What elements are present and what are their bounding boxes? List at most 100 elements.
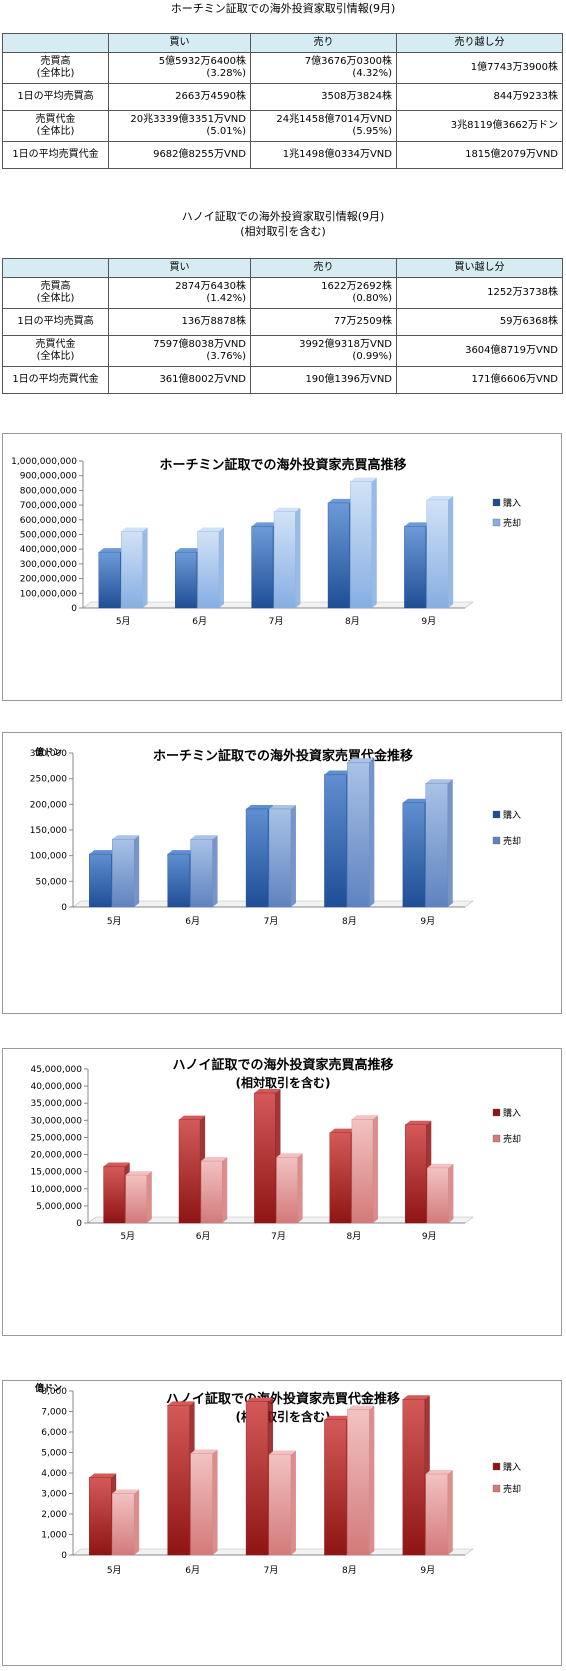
table-cell-buy: 7597億8038万VND (3.76%)	[108, 335, 251, 367]
y-tick-label: 400,000,000	[20, 545, 78, 555]
bar-購入-5月	[103, 1166, 125, 1224]
bar-top	[98, 548, 126, 553]
bar-top	[324, 770, 352, 775]
cell-line: (0.99%)	[352, 351, 392, 362]
chart-subtitle: (相対取引を含む)	[236, 1075, 331, 1090]
bar-購入-7月	[254, 1092, 276, 1224]
bar-購入-8月	[327, 502, 350, 609]
y-tick-label: 0	[76, 1219, 82, 1229]
y-tick-label: 0	[61, 903, 67, 913]
table-row: 1日の平均売買代金 361億8002万VND 190億1396万VND 171億660…	[2, 366, 563, 394]
cell-line: 1億7743万3900株	[470, 62, 558, 73]
y-tick-label: 700,000,000	[20, 501, 78, 511]
cell-line: 1日の平均売買高	[17, 316, 94, 327]
cell-line: 7597億8038万VND	[153, 339, 246, 350]
bar-side	[371, 477, 377, 608]
bar-売却-5月	[111, 839, 135, 908]
table-header-cell	[2, 258, 109, 278]
x-tick-label: 9月	[420, 916, 435, 927]
table-cell-label: 1日の平均売買代金	[2, 141, 109, 169]
bar-top	[246, 804, 273, 809]
table-cell-sell: 3992億9318万VND (0.99%)	[250, 335, 397, 367]
y-tick-label: 1,000	[41, 1531, 67, 1541]
cell-line: 190億1396万VND	[305, 374, 392, 385]
bar-top	[89, 1473, 117, 1478]
x-tick-label: 9月	[420, 1565, 435, 1576]
legend-swatch	[492, 1462, 501, 1471]
bar-side	[369, 758, 375, 907]
table-cell-sell: 190億1396万VND	[250, 366, 397, 394]
cell-line: 3508万3824株	[321, 91, 392, 102]
legend-label: 売却	[503, 835, 521, 847]
cell-line: (3.76%)	[206, 351, 246, 362]
y-tick-label: 30,000,000	[30, 1116, 82, 1126]
bar-top	[404, 522, 431, 527]
chart-svg: ハノイ証取での海外投資家売買高推移 (相対取引を含む) 0 5,000,000 10,0…	[30, 1057, 521, 1242]
bar-side	[447, 1470, 453, 1555]
table-cell-label: 1日の平均売買高	[2, 83, 109, 111]
cell-line: (全体比)	[36, 68, 75, 79]
cell-line: 3604億8719万VND	[465, 345, 558, 356]
y-tick-label: 4,000	[41, 1469, 67, 1479]
table-header-cell: 売り越し分	[396, 33, 563, 53]
cell-line: 1日の平均売買代金	[12, 374, 99, 385]
table-cell-sell: 7億3676万0300株 (4.32%)	[250, 52, 397, 84]
y-unit-label: 億ドン	[35, 746, 62, 758]
y-tick-label: 7,000	[41, 1408, 67, 1418]
y-tick-label: 15,000,000	[30, 1168, 82, 1178]
legend-label: 売却	[503, 1483, 521, 1495]
cell-line: (0.80%)	[352, 293, 392, 304]
bar-購入-5月	[89, 1477, 112, 1556]
bar-top	[167, 1401, 195, 1406]
x-tick-label: 8月	[345, 616, 360, 627]
bar-売却-8月	[351, 1119, 374, 1224]
bar-side	[218, 527, 224, 608]
y-tick-label: 0	[71, 604, 77, 614]
table-cell-net: 844万9233株	[396, 83, 563, 111]
y-tick-label: 100,000	[30, 852, 67, 862]
chart-title: ホーチミン証取での海外投資家売買高推移	[159, 457, 406, 473]
cell-line: 1252万3738株	[487, 287, 558, 298]
bar-top	[190, 1449, 218, 1454]
bar-top	[276, 1153, 303, 1158]
bar-top	[347, 1405, 375, 1410]
table-row: 1日の平均売買代金 9682億8255万VND 1兆1498億0334万VND 181…	[2, 141, 563, 169]
bar-購入-6月	[178, 1119, 201, 1224]
cell-line: (全体比)	[36, 126, 75, 137]
bar-top	[269, 804, 296, 809]
table-header-cell: 買い	[108, 33, 251, 53]
chart-title: ホーチミン証取での海外投資家売買代金推移	[153, 748, 413, 764]
bar-売却-9月	[426, 499, 449, 609]
y-tick-label: 100,000,000	[20, 589, 78, 599]
cell-line: (5.95%)	[352, 126, 392, 137]
y-tick-label: 1,000,000,000	[11, 457, 77, 467]
cell-line: 136万8878株	[181, 316, 246, 327]
bar-売却-7月	[273, 511, 296, 609]
bar-top	[190, 835, 218, 840]
legend-label: 売却	[503, 517, 521, 529]
bar-購入-9月	[402, 1399, 425, 1556]
table-cell-buy: 9682億8255万VND	[108, 141, 251, 169]
table-header-cell: 買い越し分	[396, 258, 563, 278]
y-tick-label: 45,000,000	[30, 1065, 82, 1075]
y-unit-label: 億ドン	[35, 1382, 62, 1394]
bar-side	[142, 527, 148, 608]
bar-売却-8月	[347, 762, 370, 908]
hn-trading-table: 買い 売り 買い越し分 売買高 (全体比) 2874万6430株 (1.42%) 1622万2…	[2, 258, 563, 394]
bar-top	[121, 527, 148, 532]
x-tick-label: 5月	[116, 616, 131, 627]
bar-購入-8月	[329, 1132, 352, 1224]
bar-売却-6月	[190, 839, 213, 908]
bar-top	[402, 1395, 430, 1400]
x-tick-label: 5月	[107, 916, 122, 927]
bar-top	[402, 798, 430, 803]
table-header-cell: 買い	[108, 258, 251, 278]
table-cell-label: 売買代金 (全体比)	[2, 335, 109, 367]
cell-line: 59万6368株	[499, 316, 558, 327]
bar-購入-6月	[167, 853, 190, 908]
cell-line: 1日の平均売買高	[17, 91, 94, 102]
bar-top	[328, 498, 355, 503]
cell-line: 20兆3339億3351万VND	[130, 114, 246, 125]
hcm-trading-table: 買い 売り 売り越し分 売買高 (全体比) 5億5932万6400株 (3.28%) 7億36…	[2, 33, 563, 169]
bar-top	[324, 1415, 352, 1420]
